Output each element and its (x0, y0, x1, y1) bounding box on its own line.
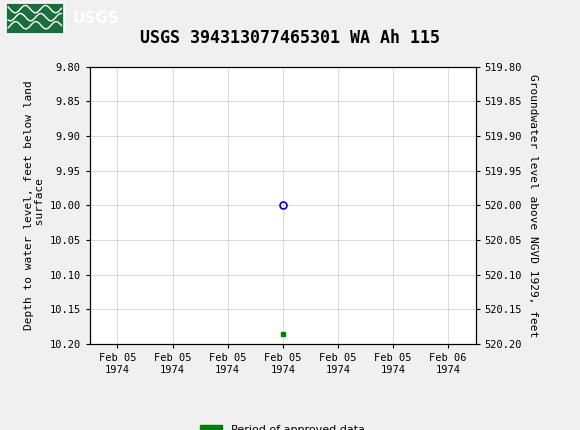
Y-axis label: Groundwater level above NGVD 1929, feet: Groundwater level above NGVD 1929, feet (528, 74, 538, 337)
Legend: Period of approved data: Period of approved data (196, 421, 370, 430)
Bar (6, 3, 64, 34)
Text: USGS: USGS (72, 11, 119, 26)
Y-axis label: Depth to water level, feet below land
 surface: Depth to water level, feet below land su… (24, 80, 45, 330)
Text: USGS 394313077465301 WA Ah 115: USGS 394313077465301 WA Ah 115 (140, 29, 440, 47)
